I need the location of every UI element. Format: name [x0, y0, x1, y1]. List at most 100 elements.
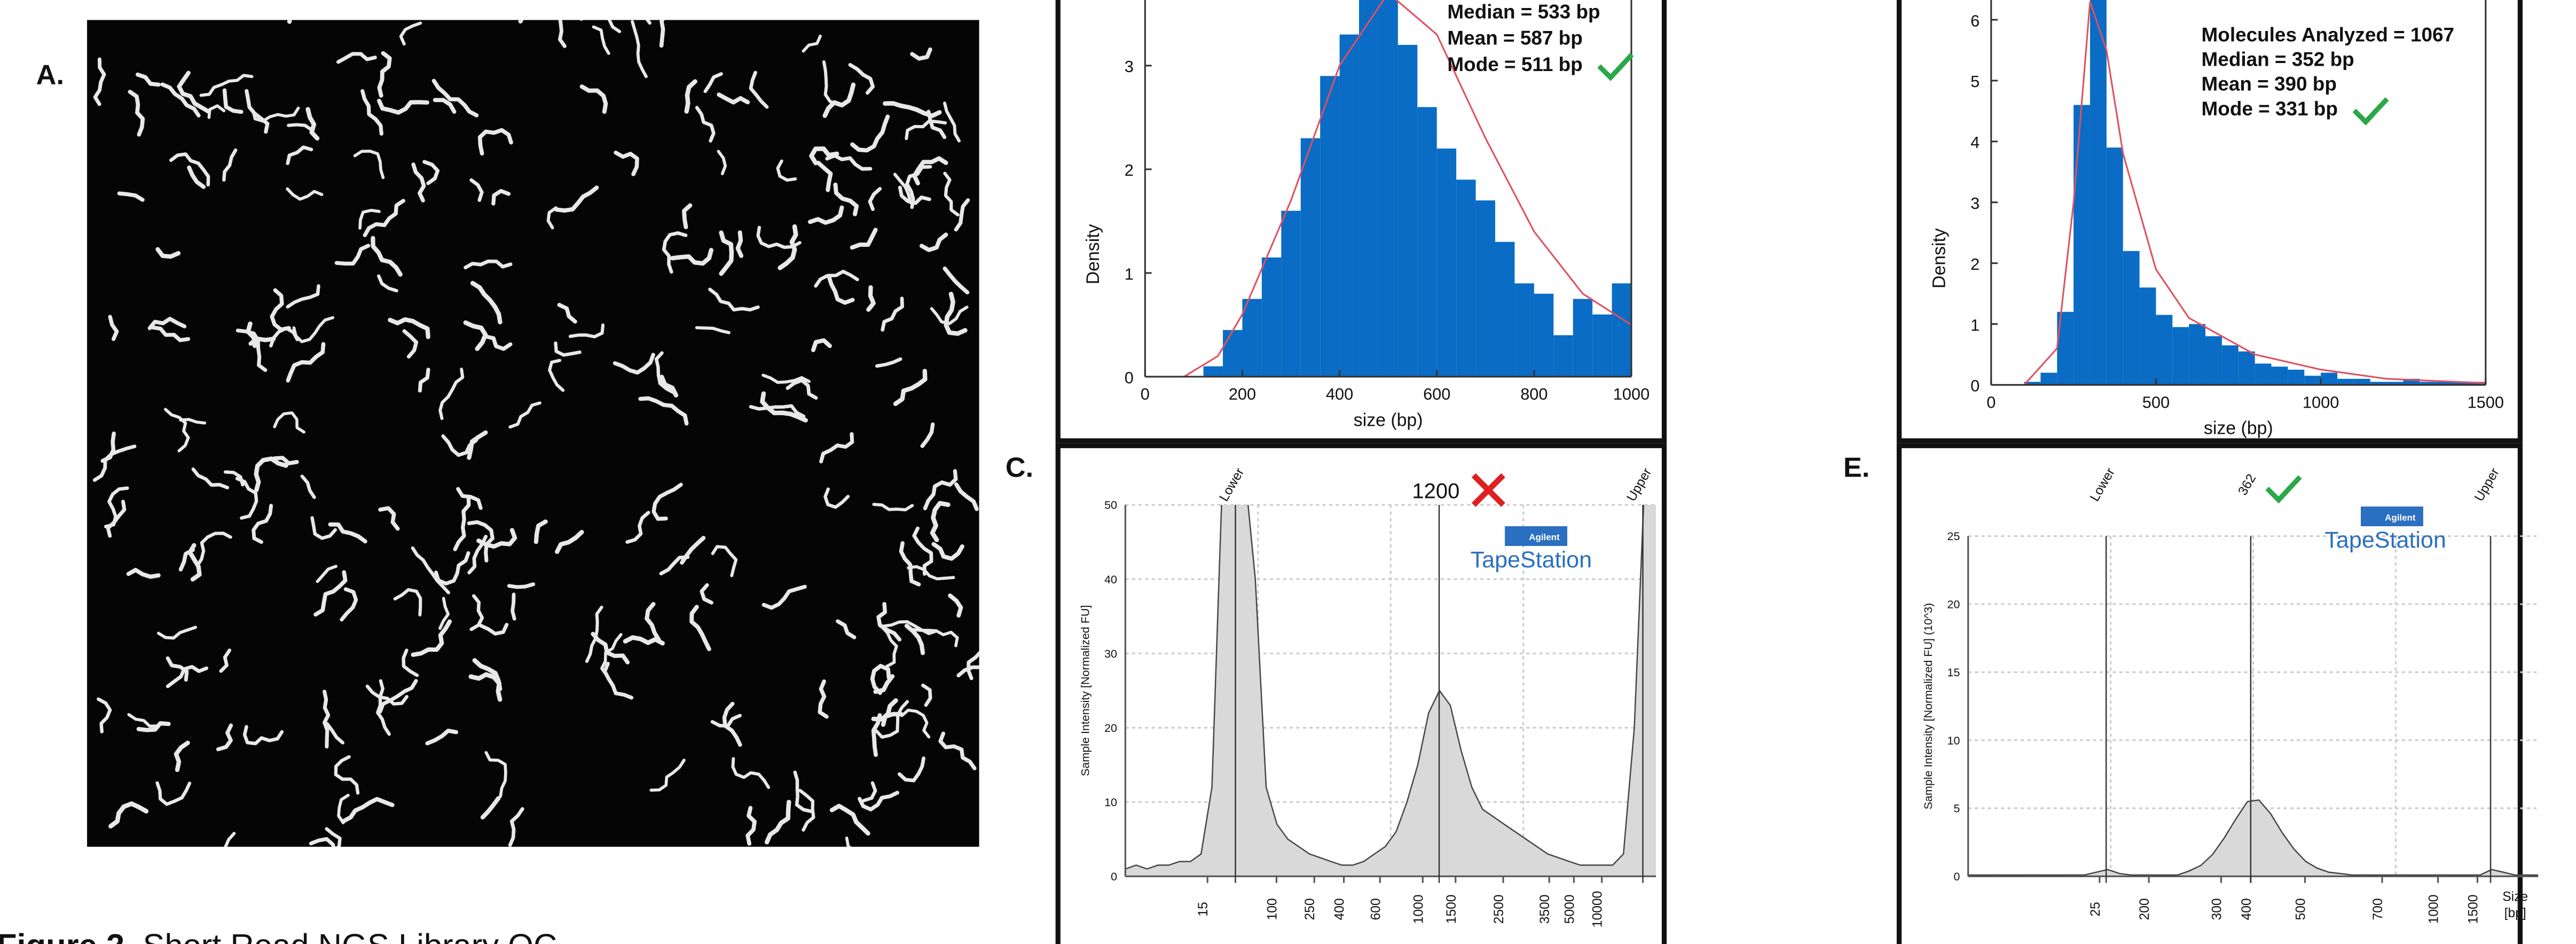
- molecule: [938, 731, 977, 770]
- x-unit: Size: [2502, 890, 2528, 904]
- x-tick-label: 1500: [2468, 393, 2504, 412]
- molecule: [883, 101, 942, 119]
- molecule: [378, 506, 400, 531]
- molecule: [272, 456, 299, 465]
- molecule: [334, 755, 360, 795]
- molecule: [222, 148, 238, 182]
- molecule: [402, 649, 419, 677]
- molecule: [179, 418, 207, 425]
- molecules: [92, 20, 979, 847]
- peak-label: 1200: [1412, 480, 1459, 503]
- bar: [1514, 283, 1534, 377]
- molecule: [625, 511, 650, 544]
- molecule: [431, 79, 479, 118]
- bar: [1359, 0, 1379, 377]
- bar: [1436, 149, 1457, 377]
- molecule: [163, 408, 190, 453]
- molecule: [930, 501, 951, 542]
- stat: Mode = 331 bp: [2202, 98, 2338, 120]
- molecule: [252, 106, 300, 123]
- molecule: [555, 529, 584, 554]
- molecule: [829, 803, 870, 836]
- molecule: [106, 500, 127, 538]
- stat: Median = 533 bp: [1447, 1, 1600, 22]
- molecule: [659, 555, 690, 576]
- molecule: [93, 57, 106, 106]
- molecule: [402, 329, 419, 359]
- plot: 0 10 20 30 40 50 Sample Intensity [Normalized …: [1079, 466, 1656, 927]
- y-tick-label: 20: [1104, 722, 1117, 735]
- molecule: [833, 182, 859, 216]
- logo-box: [2360, 506, 2423, 527]
- molecule: [337, 793, 350, 824]
- molecule: [287, 123, 314, 132]
- molecule: [873, 674, 895, 694]
- bar: [2321, 372, 2337, 385]
- x-tick-label: 500: [2142, 393, 2170, 412]
- molecule: [518, 20, 524, 24]
- molecule: [128, 90, 145, 137]
- molecule: [177, 71, 211, 114]
- molecule: [943, 171, 960, 217]
- y-axis-label: Density: [1083, 224, 1103, 284]
- molecule: [310, 516, 337, 540]
- molecule: [286, 342, 326, 383]
- molecule: [814, 269, 859, 288]
- molecule: [97, 697, 112, 734]
- molecule: [654, 351, 676, 395]
- bar: [1320, 76, 1340, 377]
- frame: [1896, 443, 2523, 944]
- bar: [1281, 210, 1301, 377]
- molecule: [808, 205, 844, 225]
- molecule: [156, 626, 198, 640]
- y-axis-label: Density: [1929, 228, 1950, 288]
- molecule: [858, 791, 900, 812]
- molecule: [393, 588, 422, 617]
- bar: [1573, 299, 1593, 377]
- x-axis-label: size (bp): [2204, 418, 2273, 439]
- panel-label: E.: [1843, 453, 1870, 483]
- trace-area: [1125, 505, 1656, 877]
- molecule: [764, 800, 791, 845]
- bar: [2040, 372, 2057, 385]
- x-tick-label: 1000: [1613, 385, 1650, 403]
- y-tick-label: 4: [1970, 133, 1980, 152]
- molecule: [823, 487, 850, 509]
- molecule: [166, 665, 209, 689]
- molecule: [579, 84, 608, 114]
- molecule: [850, 114, 890, 153]
- molecule: [245, 89, 270, 134]
- molecule: [378, 679, 418, 714]
- molecule: [798, 789, 815, 832]
- molecule: [822, 60, 839, 106]
- trace: [1125, 505, 1645, 870]
- molecule: [464, 259, 513, 270]
- molecule: [467, 535, 488, 575]
- molecule: [554, 341, 582, 357]
- molecule: [614, 150, 639, 176]
- molecule: [931, 542, 964, 561]
- molecule: [802, 34, 822, 53]
- molecule: [659, 20, 665, 48]
- x-tick-label: 700: [2371, 898, 2385, 920]
- molecule: [717, 150, 727, 175]
- molecule: [199, 74, 254, 97]
- molecule: [735, 230, 744, 258]
- molecule: [377, 274, 398, 293]
- molecule: [187, 165, 206, 189]
- panel-label: A.: [36, 59, 64, 90]
- molecule: [438, 368, 465, 420]
- molecule: [441, 434, 478, 457]
- peak-label: Lower: [2087, 466, 2118, 504]
- check-mark: [2352, 97, 2389, 126]
- molecule: [923, 469, 958, 511]
- molecule: [638, 396, 689, 426]
- molecule: [469, 178, 484, 202]
- peak-label: Upper: [1624, 466, 1655, 504]
- trace-area: [1968, 800, 2539, 877]
- fit-line: [1183, 0, 1632, 378]
- frame: [1055, 0, 1667, 443]
- molecule: [761, 373, 811, 384]
- molecule: [422, 160, 440, 185]
